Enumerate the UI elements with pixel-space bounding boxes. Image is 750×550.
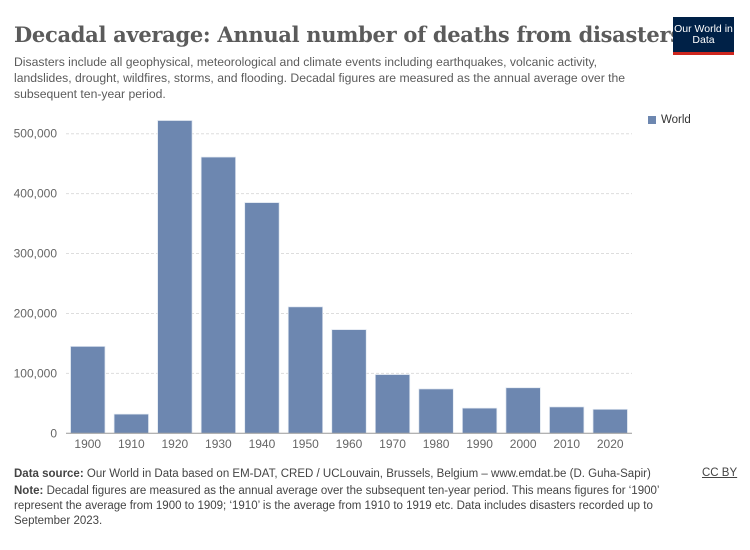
bar-1970 <box>374 374 411 434</box>
bar-1980 <box>418 388 454 434</box>
x-tick-label: 1910 <box>118 437 145 451</box>
legend-swatch <box>648 116 656 124</box>
legend-item-world[interactable]: World <box>648 114 691 126</box>
x-tick-label: 1940 <box>249 437 276 451</box>
y-tick-label: 500,000 <box>14 127 58 141</box>
x-tick-label: 2020 <box>597 437 624 451</box>
note-label: Note: <box>14 485 44 497</box>
bar-2020 <box>592 408 628 434</box>
bar-1950 <box>287 306 324 434</box>
owid-logo[interactable]: Our World in Data <box>673 17 734 55</box>
bar-1940 <box>244 202 280 434</box>
x-tick-label: 1950 <box>292 437 319 451</box>
y-tick-label: 0 <box>50 426 57 440</box>
bar-1930 <box>200 156 236 434</box>
x-tick-label: 1900 <box>74 437 101 451</box>
bar-1960 <box>331 329 367 434</box>
x-tick-label: 1920 <box>161 437 188 451</box>
bar-2010 <box>549 406 585 434</box>
y-tick-label: 400,000 <box>14 187 58 201</box>
x-tick-label: 1970 <box>379 437 406 451</box>
bar-1990 <box>462 407 498 434</box>
x-tick-label: 1980 <box>423 437 450 451</box>
x-tick-label: 1960 <box>336 437 363 451</box>
y-tick-label: 100,000 <box>14 366 58 380</box>
chart-subtitle: Disasters include all geophysical, meteo… <box>14 55 626 101</box>
chart-title: Decadal average: Annual number of deaths… <box>14 22 682 47</box>
bar-1910 <box>113 413 149 434</box>
y-tick-label: 200,000 <box>14 306 58 320</box>
bar-2000 <box>505 387 541 434</box>
license-link[interactable]: CC BY <box>702 467 738 479</box>
x-tick-label: 1990 <box>466 437 493 451</box>
x-tick-label: 2010 <box>553 437 580 451</box>
bar-1900 <box>70 346 106 434</box>
x-tick-label: 1930 <box>205 437 232 451</box>
note-text: Decadal figures are measured as the annu… <box>14 485 660 527</box>
data-source: Data source: Our World in Data based on … <box>14 467 674 482</box>
bar-1920 <box>157 120 193 434</box>
note: Note: Decadal figures are measured as th… <box>14 484 674 529</box>
legend-label: World <box>661 114 691 126</box>
x-tick-label: 2000 <box>510 437 537 451</box>
source-text: Our World in Data based on EM-DAT, CRED … <box>86 468 651 480</box>
source-label: Data source: <box>14 468 84 480</box>
y-tick-label: 300,000 <box>14 247 58 261</box>
